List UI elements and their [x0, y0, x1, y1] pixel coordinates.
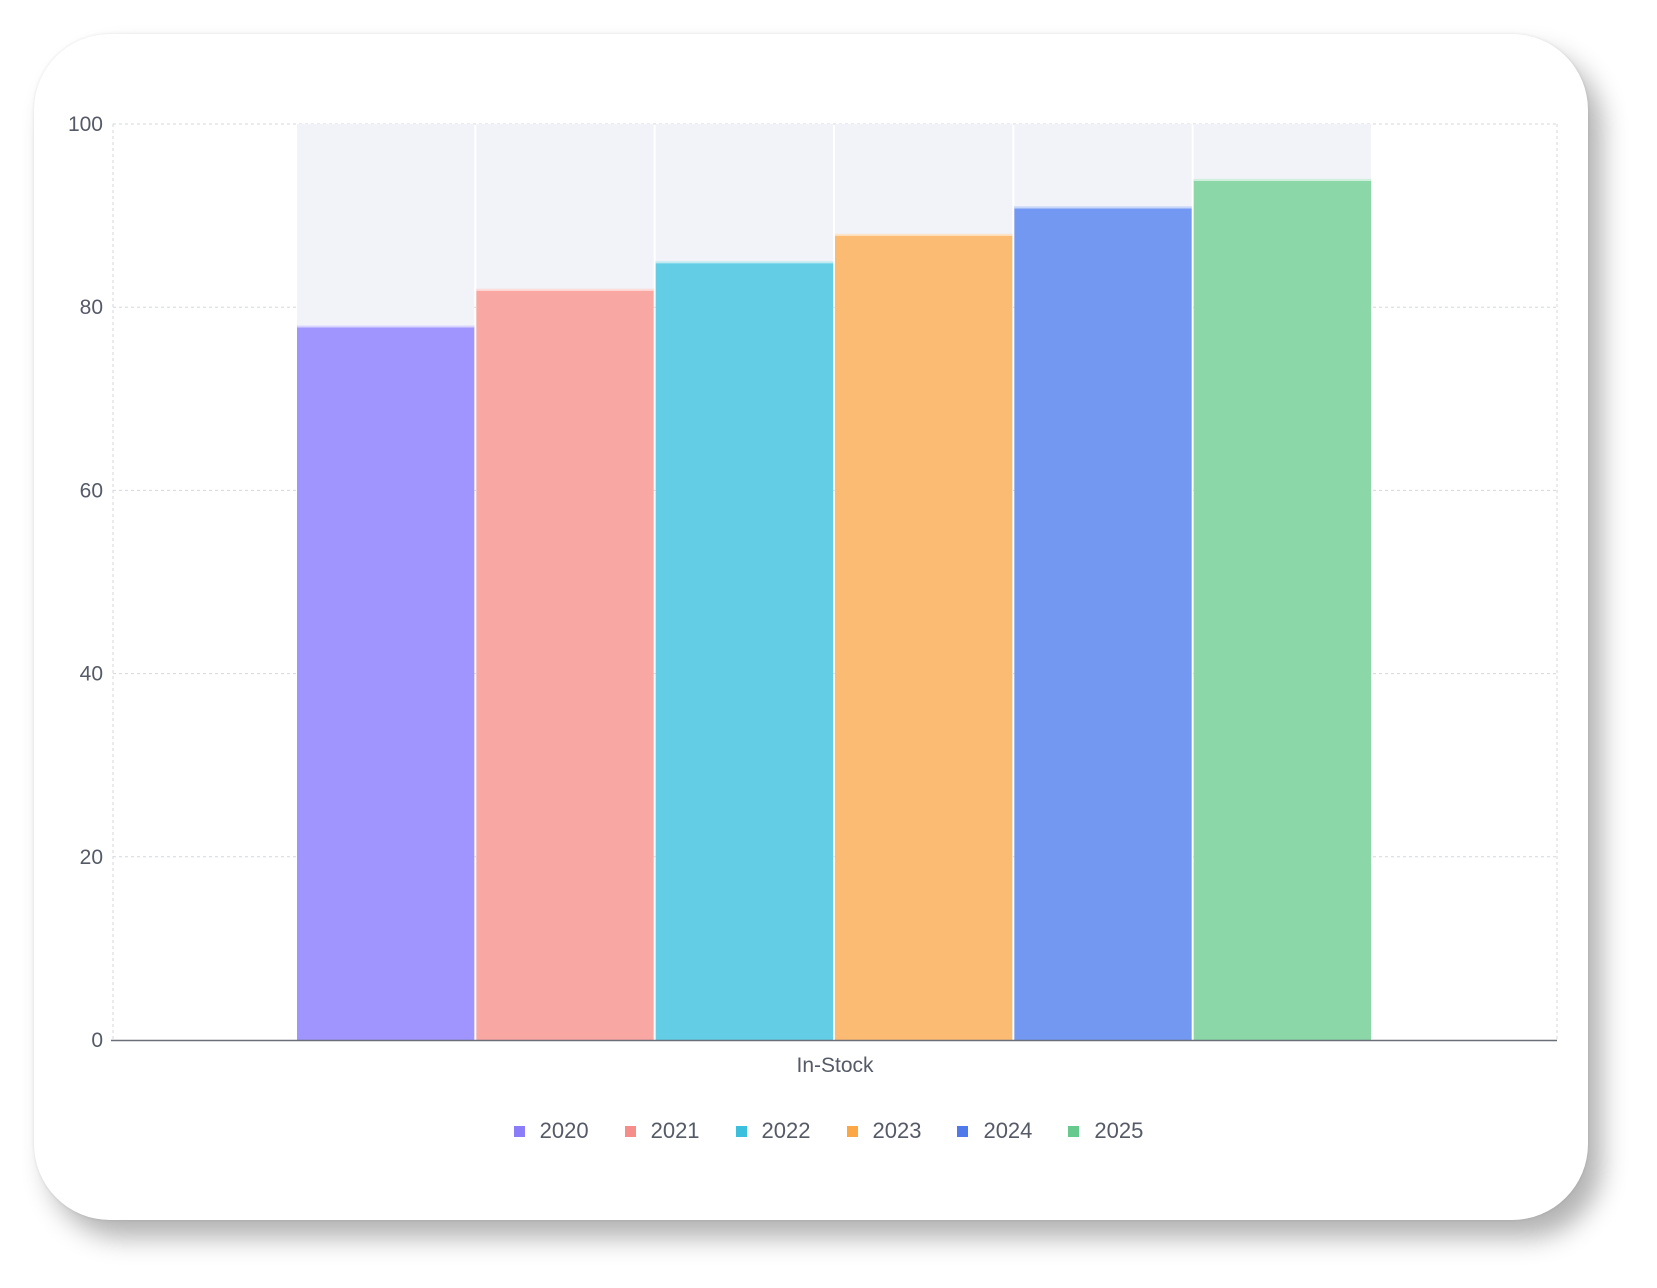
y-tick-label-80: 80 [80, 296, 103, 319]
legend-swatch-2024 [957, 1125, 969, 1137]
y-tick-label-0: 0 [91, 1029, 103, 1052]
legend-label-2025: 2025 [1094, 1118, 1144, 1143]
legend-item-2025[interactable]: 2025 [1068, 1118, 1143, 1144]
axis-labels: 0 20 40 60 80 100 In-Stock [68, 113, 874, 1077]
bar-2023[interactable] [835, 233, 1013, 1041]
bars [297, 178, 1371, 1041]
legend-label-2023: 2023 [872, 1118, 922, 1143]
legend-item-2023[interactable]: 2023 [846, 1118, 922, 1144]
legend-swatch-2020 [513, 1125, 525, 1137]
legend-swatch-2022 [735, 1125, 747, 1137]
chart-legend: 2020 2021 2022 2023 2024 2025 [0, 1118, 1657, 1144]
legend-swatch-2021 [624, 1125, 636, 1137]
legend-item-2022[interactable]: 2022 [735, 1118, 811, 1144]
y-tick-label-100: 100 [68, 113, 103, 136]
y-tick-label-60: 60 [80, 479, 103, 502]
bar-2025[interactable] [1193, 178, 1371, 1040]
legend-swatch-2025 [1068, 1125, 1080, 1137]
y-tick-label-20: 20 [80, 846, 103, 869]
legend-label-2021: 2021 [650, 1118, 700, 1143]
legend-item-2021[interactable]: 2021 [624, 1118, 700, 1144]
legend-label-2022: 2022 [761, 1118, 811, 1143]
legend-label-2024: 2024 [983, 1118, 1033, 1143]
bar-2020[interactable] [297, 325, 475, 1040]
x-tick-label-in-stock: In-Stock [796, 1054, 874, 1077]
y-tick-label-40: 40 [80, 663, 103, 686]
bar-2021[interactable] [476, 288, 654, 1040]
legend-swatch-2023 [846, 1125, 858, 1137]
bar-2024[interactable] [1014, 206, 1192, 1040]
bar-2022[interactable] [655, 261, 833, 1040]
legend-item-2024[interactable]: 2024 [957, 1118, 1032, 1144]
legend-label-2020: 2020 [539, 1118, 589, 1143]
legend-item-2020[interactable]: 2020 [513, 1118, 589, 1144]
